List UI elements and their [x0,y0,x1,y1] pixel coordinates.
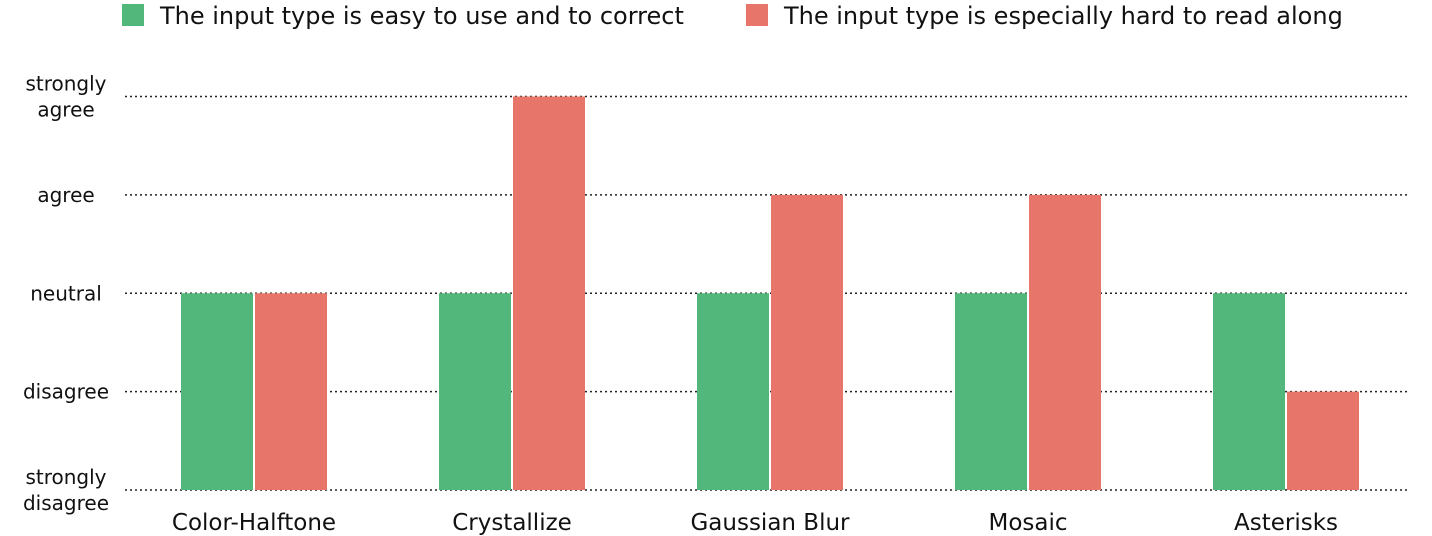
x-tick-label: Color-Halftone [172,510,336,536]
bar [255,293,327,490]
y-tick-label: disagree [23,380,109,404]
bar [771,194,843,490]
x-tick-label: Mosaic [988,510,1067,536]
x-axis-ticks: Color-Halftone Crystallize Gaussian Blur Mo… [172,510,1338,536]
bar [697,293,769,490]
legend: The input type is easy to use and to cor… [122,2,1343,30]
y-tick-label: neutral [30,281,102,305]
bar [439,293,511,490]
y-tick-label: disagree [23,491,109,515]
x-tick-label: Asterisks [1234,510,1338,536]
x-tick-label: Crystallize [452,510,572,536]
bars [181,96,1359,490]
y-tick-label: agree [37,98,94,122]
y-axis-ticks: stronglyagreeagreeneutraldisagreestrongl… [23,72,109,516]
legend-swatch [746,4,768,26]
gridlines [125,95,1410,491]
legend-label: The input type is especially hard to rea… [783,2,1343,30]
bar [955,293,1027,490]
bar [513,96,585,490]
legend-swatch [122,4,144,26]
y-tick-label: strongly [25,465,106,489]
bar [1287,391,1359,490]
x-tick-label: Gaussian Blur [690,510,850,536]
bar [181,293,253,490]
y-tick-label: agree [37,183,94,207]
legend-label: The input type is easy to use and to cor… [159,2,684,30]
bar [1213,293,1285,490]
bar [1029,194,1101,490]
y-tick-label: strongly [25,72,106,96]
